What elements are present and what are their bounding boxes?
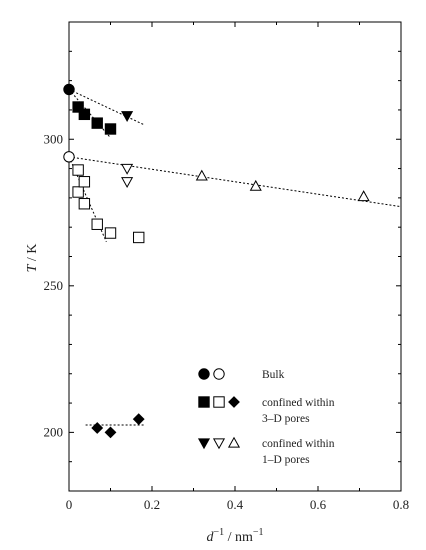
legend-marker-square-open xyxy=(213,396,225,408)
x-axis-title: d−1 / nm−1 xyxy=(206,527,263,545)
y-tick-label: 250 xyxy=(44,278,64,293)
x-tick-label: 0.2 xyxy=(144,497,160,512)
data-point-tri-up-open xyxy=(195,169,208,181)
data-point-square-open xyxy=(104,227,117,239)
data-point-tri-up-open xyxy=(357,190,370,202)
data-point-square-open xyxy=(78,198,91,210)
legend: Bulk confined within 3–D pores confined wit… xyxy=(197,368,335,466)
legend-marker-tri-up-open xyxy=(227,436,241,448)
legend-label: confined within xyxy=(262,397,335,409)
data-point-tri-down-open xyxy=(121,163,134,175)
legend-marker-tri-down-filled xyxy=(197,438,211,450)
y-tick-label: 200 xyxy=(44,424,64,439)
legend-label: confined within xyxy=(262,438,335,450)
y-axis-title: T / K xyxy=(25,244,40,273)
data-point-square-open xyxy=(133,231,145,244)
legend-marker-circle-filled xyxy=(198,368,210,380)
x-axis-title-base: d xyxy=(206,530,214,545)
data-point-tri-down-open xyxy=(121,177,134,188)
x-tick-label: 0.6 xyxy=(310,497,327,512)
y-axis-title-symbol: T xyxy=(25,263,40,272)
data-point-square-open xyxy=(72,164,84,176)
data-point-square-open xyxy=(78,176,91,188)
data-point-square-open xyxy=(91,218,103,230)
data-point-square-filled xyxy=(104,123,117,135)
data-point-square-open xyxy=(72,186,84,198)
x-axis-title-unit: / nm xyxy=(224,530,253,545)
data-point-square-filled xyxy=(72,101,84,113)
data-points xyxy=(63,83,370,439)
y-axis-title-unit: / K xyxy=(25,244,40,265)
data-point-square-filled xyxy=(91,117,103,129)
data-point-tri-down-filled xyxy=(121,111,134,123)
data-point-diamond-filled xyxy=(104,426,117,439)
x-tick-label: 0.4 xyxy=(227,497,244,512)
data-point-diamond-filled xyxy=(132,413,145,426)
data-point-square-filled xyxy=(78,108,91,121)
legend-label: 3–D pores xyxy=(262,413,310,425)
data-point-tri-up-open xyxy=(249,179,262,191)
data-point-circle-open xyxy=(63,151,75,163)
x-axis-title-unit-exp: −1 xyxy=(253,527,264,538)
fit-lines xyxy=(68,88,402,426)
legend-label: Bulk xyxy=(262,369,285,381)
data-point-diamond-filled xyxy=(91,422,104,434)
axis-ticks: 0 0.2 0.4 0.6 0.8 200 250 300 xyxy=(44,22,409,512)
legend-marker-circle-open xyxy=(213,368,225,380)
fit-line-0 xyxy=(68,88,144,126)
x-axis-title-exp: −1 xyxy=(213,527,224,538)
legend-label: 1–D pores xyxy=(262,454,310,466)
x-tick-label: 0.8 xyxy=(393,497,409,512)
data-point-circle-filled xyxy=(63,83,75,96)
legend-marker-square-filled xyxy=(198,396,210,408)
plot-frame xyxy=(68,21,402,492)
legend-marker-tri-down-open xyxy=(212,438,226,450)
fit-line-2 xyxy=(68,156,402,208)
y-tick-label: 300 xyxy=(44,131,64,146)
legend-marker-diamond-filled xyxy=(228,396,240,408)
x-tick-label: 0 xyxy=(66,497,73,512)
fit-line-1 xyxy=(68,89,111,139)
